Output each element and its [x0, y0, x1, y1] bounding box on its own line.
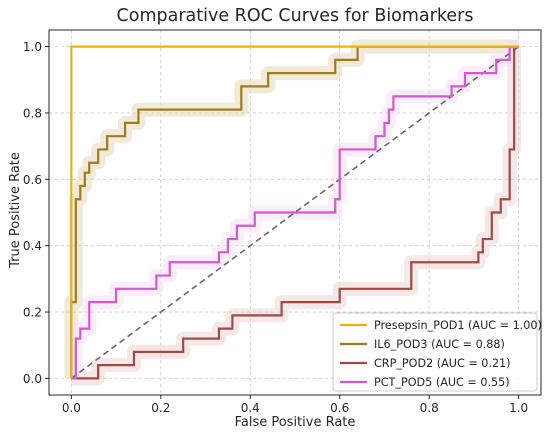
roc-series-line — [71, 45, 519, 380]
y-tick-label: 0.2 — [23, 306, 42, 320]
y-axis-label: True Positive Rate — [8, 152, 23, 269]
chance-diagonal — [70, 45, 520, 380]
legend: Presepsin_POD1 (AUC = 1.00) IL6_POD3 (AUC… — [332, 312, 542, 392]
y-tick-label: 1.0 — [23, 40, 42, 54]
x-tick-label: 0.0 — [62, 401, 81, 415]
x-tick-label: 0.4 — [241, 401, 260, 415]
y-tick-label: 0.8 — [23, 106, 42, 120]
legend-box — [332, 312, 538, 392]
axis-ticks: 0.0 0.2 0.4 0.6 0.8 1.0 0.0 0.2 0.4 0.6 0.8 1.0 — [23, 40, 528, 415]
chart-title: Comparative ROC Curves for Biomarkers — [117, 6, 474, 26]
plot-lines — [70, 45, 520, 380]
legend-label: Presepsin_POD1 (AUC = 1.00) — [374, 319, 542, 332]
x-tick-label: 0.8 — [420, 401, 439, 415]
plot-frame — [48, 29, 542, 396]
roc-series-line — [71, 45, 519, 380]
x-tick-label: 0.2 — [151, 401, 170, 415]
legend-label: IL6_POD3 (AUC = 0.88) — [374, 338, 505, 351]
y-tick-label: 0.0 — [23, 372, 42, 386]
roc-series-line — [70, 45, 519, 379]
x-tick-label: 0.6 — [330, 401, 349, 415]
y-tick-label: 0.6 — [23, 173, 42, 187]
y-tick-label: 0.4 — [23, 239, 42, 253]
legend-label: PCT_POD5 (AUC = 0.55) — [374, 376, 510, 389]
roc-series-line — [70, 45, 519, 379]
legend-label: CRP_POD2 (AUC = 0.21) — [374, 357, 511, 370]
x-axis-label: False Positive Rate — [235, 415, 356, 430]
x-tick-label: 1.0 — [509, 401, 528, 415]
